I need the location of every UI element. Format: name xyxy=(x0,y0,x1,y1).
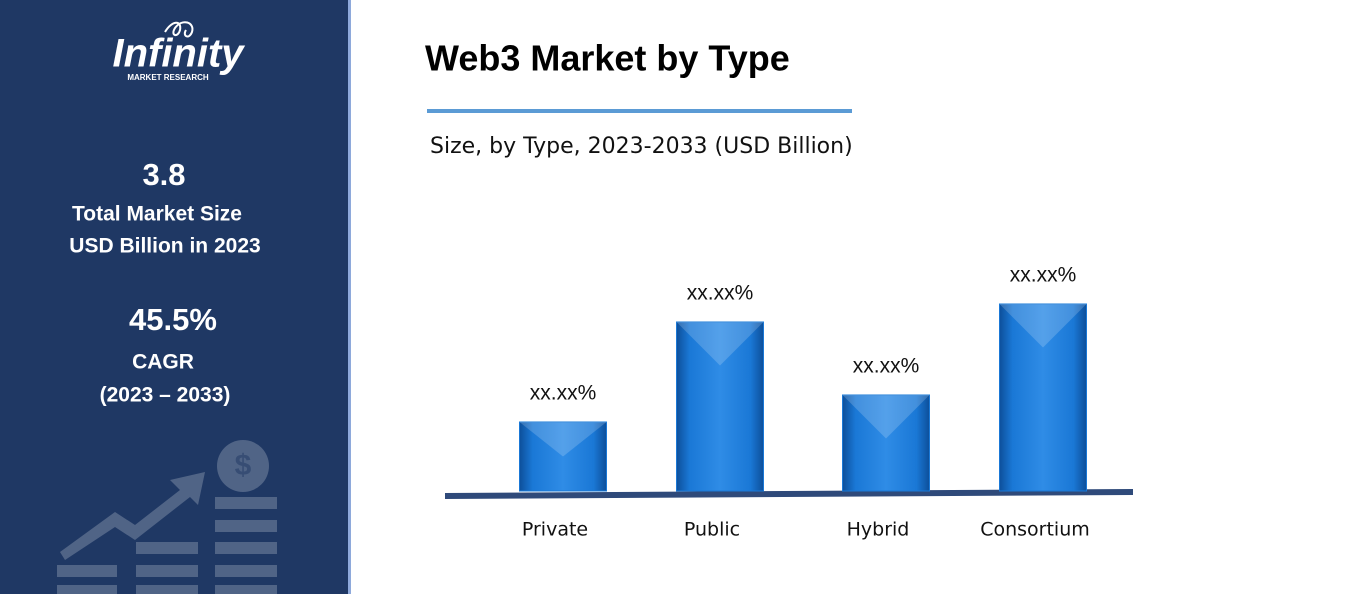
logo-sub: MARKET RESEARCH xyxy=(127,73,209,82)
market-size-label: Total Market Size xyxy=(72,203,242,226)
market-size: 3.8 xyxy=(142,157,185,192)
bar xyxy=(999,303,1087,492)
baseline xyxy=(444,489,1134,499)
x-tick-label: Hybrid xyxy=(847,519,910,541)
bar-bevel xyxy=(842,395,930,439)
value-label: xx.xx% xyxy=(530,382,597,405)
x-tick-label: Consortium xyxy=(980,519,1090,541)
cagr-period: (2023 – 2033) xyxy=(100,384,231,407)
bar xyxy=(842,394,930,492)
cagr: 45.5% xyxy=(129,302,217,337)
bar-bevel xyxy=(999,304,1087,348)
logo: Infinity xyxy=(112,32,245,76)
bar xyxy=(676,321,764,492)
market-size-label: USD Billion in 2023 xyxy=(69,235,260,258)
x-tick-label: Private xyxy=(522,519,588,541)
value-label: xx.xx% xyxy=(1010,264,1077,287)
cagr-label: CAGR xyxy=(132,351,194,374)
sidebar-edge xyxy=(348,0,351,594)
growth-icon xyxy=(57,440,277,594)
bar-bevel xyxy=(519,422,607,457)
title-underline xyxy=(427,109,852,113)
chart-title: Web3 Market by Type xyxy=(425,38,790,79)
sidebar xyxy=(0,0,348,594)
x-tick-label: Public xyxy=(684,519,740,541)
bar xyxy=(519,421,607,492)
logo-mark xyxy=(164,21,194,38)
bar-bevel xyxy=(676,322,764,366)
value-label: xx.xx% xyxy=(853,355,920,378)
value-label: xx.xx% xyxy=(687,282,754,305)
chart-subtitle: Size, by Type, 2023-2033 (USD Billion) xyxy=(430,134,853,159)
dollar-sign: $ xyxy=(235,449,252,482)
